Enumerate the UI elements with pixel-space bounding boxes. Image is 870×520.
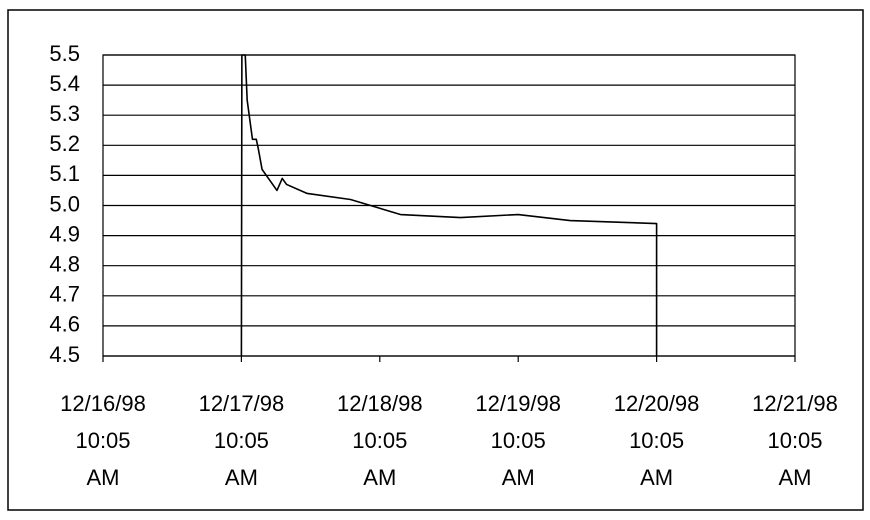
y-tick-label: 5.5 [49, 41, 80, 66]
chart-border [7, 9, 864, 511]
x-tick-label: 12/19/98 10:05 AM [475, 391, 561, 490]
y-tick-label: 4.5 [49, 342, 80, 367]
y-tick-label: 5.1 [49, 161, 80, 186]
y-tick-label: 4.7 [49, 282, 80, 307]
y-tick-label: 5.4 [49, 71, 80, 96]
x-tick-label: 12/16/98 10:05 AM [60, 391, 146, 490]
data-line [240, 54, 658, 357]
x-tick-label: 12/17/98 10:05 AM [199, 391, 285, 490]
x-tick-label: 12/20/98 10:05 AM [614, 391, 700, 490]
y-tick-label: 5.3 [49, 101, 80, 126]
y-tick-label: 4.8 [49, 252, 80, 277]
y-tick-label: 4.6 [49, 312, 80, 337]
y-tick-label: 5.2 [49, 131, 80, 156]
y-tick-label: 4.9 [49, 221, 80, 246]
x-tick-label: 12/21/98 10:05 AM [752, 391, 838, 490]
x-tick-label: 12/18/98 10:05 AM [337, 391, 423, 490]
y-tick-label: 5.0 [49, 191, 80, 216]
